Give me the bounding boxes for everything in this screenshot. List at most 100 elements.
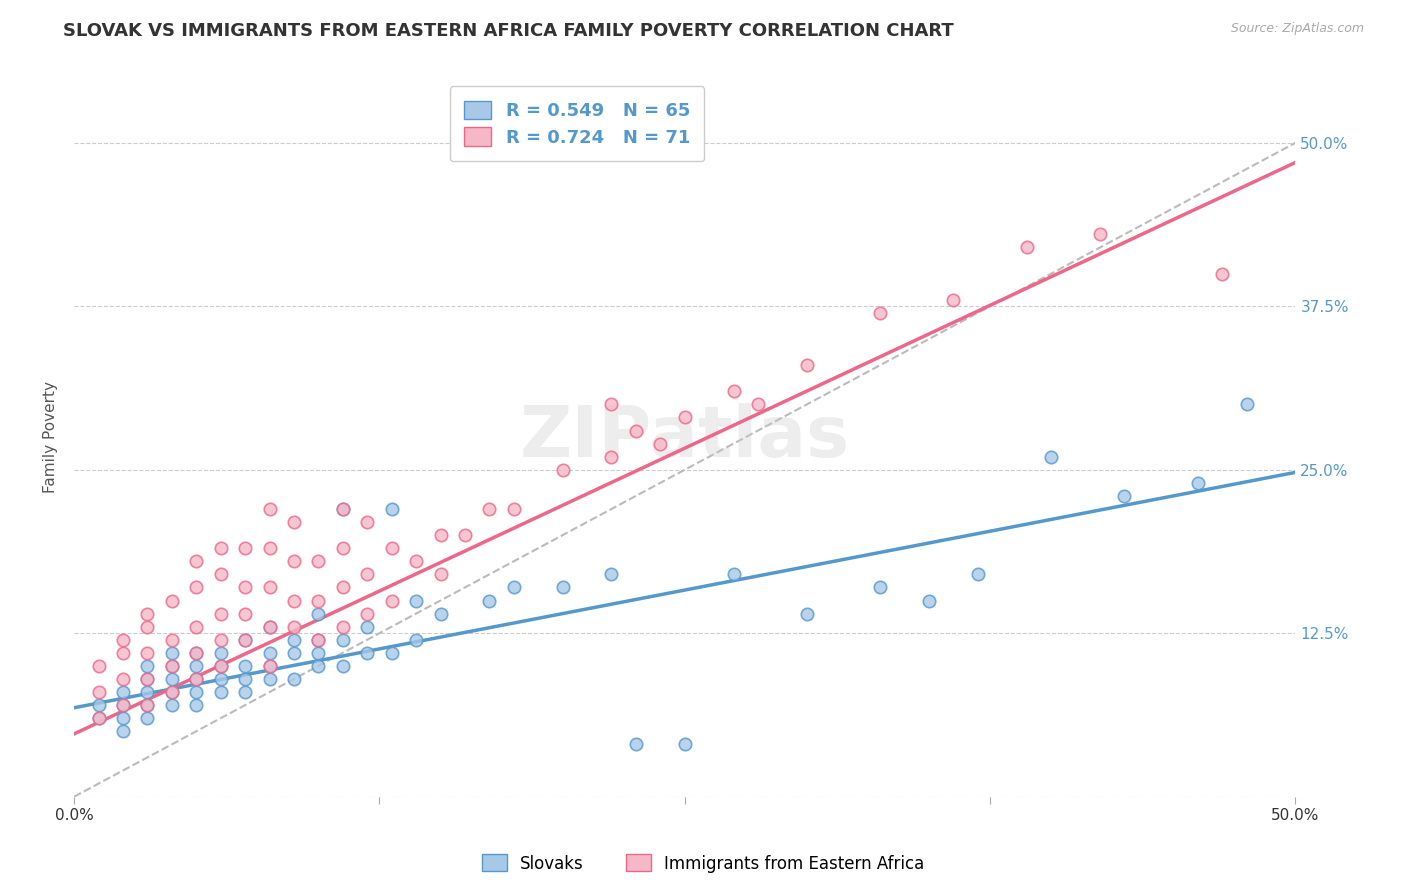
Point — [332, 502, 354, 516]
Point — [673, 737, 696, 751]
Point — [332, 581, 354, 595]
Point — [332, 620, 354, 634]
Point — [233, 581, 256, 595]
Point — [111, 632, 134, 647]
Point — [283, 554, 305, 568]
Point — [233, 672, 256, 686]
Point — [259, 502, 281, 516]
Point — [136, 672, 159, 686]
Point — [160, 593, 183, 607]
Point — [723, 384, 745, 399]
Point — [1236, 397, 1258, 411]
Point — [186, 554, 208, 568]
Point — [186, 581, 208, 595]
Point — [869, 581, 891, 595]
Point — [233, 659, 256, 673]
Point — [551, 463, 574, 477]
Point — [209, 607, 232, 621]
Point — [209, 646, 232, 660]
Point — [307, 659, 329, 673]
Point — [723, 567, 745, 582]
Point — [429, 607, 451, 621]
Point — [332, 541, 354, 556]
Point — [478, 502, 501, 516]
Point — [1015, 240, 1038, 254]
Point — [356, 646, 378, 660]
Point — [283, 646, 305, 660]
Point — [186, 659, 208, 673]
Point — [307, 607, 329, 621]
Point — [160, 698, 183, 713]
Point — [209, 659, 232, 673]
Point — [111, 698, 134, 713]
Point — [209, 567, 232, 582]
Point — [673, 410, 696, 425]
Point — [209, 541, 232, 556]
Point — [1187, 475, 1209, 490]
Point — [796, 607, 818, 621]
Point — [209, 632, 232, 647]
Point — [233, 685, 256, 699]
Point — [307, 632, 329, 647]
Point — [111, 711, 134, 725]
Y-axis label: Family Poverty: Family Poverty — [44, 381, 58, 493]
Point — [186, 672, 208, 686]
Point — [233, 632, 256, 647]
Point — [160, 672, 183, 686]
Point — [600, 397, 623, 411]
Point — [381, 502, 404, 516]
Point — [160, 659, 183, 673]
Point — [600, 450, 623, 464]
Point — [233, 632, 256, 647]
Point — [209, 672, 232, 686]
Point — [259, 659, 281, 673]
Point — [186, 698, 208, 713]
Point — [967, 567, 990, 582]
Point — [233, 607, 256, 621]
Point — [186, 646, 208, 660]
Point — [136, 698, 159, 713]
Text: ZIPatlas: ZIPatlas — [520, 402, 849, 472]
Point — [551, 581, 574, 595]
Point — [160, 646, 183, 660]
Point — [136, 607, 159, 621]
Point — [307, 593, 329, 607]
Point — [136, 659, 159, 673]
Point — [1040, 450, 1063, 464]
Point — [918, 593, 941, 607]
Point — [259, 620, 281, 634]
Point — [624, 737, 647, 751]
Point — [1211, 267, 1233, 281]
Point — [233, 541, 256, 556]
Point — [283, 620, 305, 634]
Point — [332, 632, 354, 647]
Point — [259, 581, 281, 595]
Point — [186, 620, 208, 634]
Point — [111, 672, 134, 686]
Point — [332, 502, 354, 516]
Point — [111, 698, 134, 713]
Point — [1114, 489, 1136, 503]
Point — [87, 698, 110, 713]
Point — [283, 515, 305, 529]
Point — [429, 528, 451, 542]
Point — [796, 358, 818, 372]
Point — [283, 632, 305, 647]
Point — [160, 659, 183, 673]
Legend: R = 0.549   N = 65, R = 0.724   N = 71: R = 0.549 N = 65, R = 0.724 N = 71 — [450, 87, 704, 161]
Point — [259, 620, 281, 634]
Point — [478, 593, 501, 607]
Point — [429, 567, 451, 582]
Point — [283, 593, 305, 607]
Point — [502, 581, 524, 595]
Point — [283, 672, 305, 686]
Point — [186, 672, 208, 686]
Point — [136, 711, 159, 725]
Point — [259, 646, 281, 660]
Point — [381, 593, 404, 607]
Point — [405, 632, 427, 647]
Point — [259, 672, 281, 686]
Point — [454, 528, 477, 542]
Point — [87, 711, 110, 725]
Point — [186, 685, 208, 699]
